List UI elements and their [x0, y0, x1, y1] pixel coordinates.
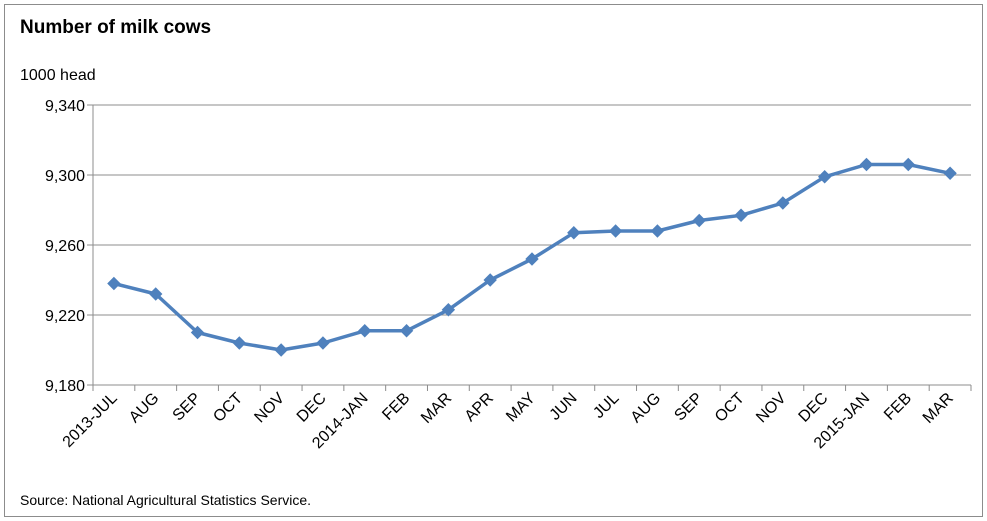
y-tick-label: 9,300 — [45, 168, 85, 185]
data-point-marker — [943, 166, 957, 180]
x-tick-label: AUG — [126, 390, 163, 427]
data-point-marker — [358, 324, 372, 338]
data-point-marker — [650, 224, 665, 238]
data-point-marker — [567, 226, 581, 240]
data-point-marker — [901, 157, 915, 172]
x-tick-label: APR — [462, 390, 497, 425]
data-point-marker — [399, 324, 414, 338]
x-tick-label: 2013-JUL — [60, 390, 121, 451]
x-tick-label: DEC — [796, 390, 832, 426]
source-note: Source: National Agricultural Statistics… — [20, 492, 311, 508]
data-point-marker — [107, 276, 121, 291]
data-point-marker — [525, 252, 539, 266]
x-tick-label: MAR — [418, 390, 455, 427]
x-tick-label: JUL — [590, 390, 622, 422]
data-point-marker — [776, 196, 790, 210]
y-tick-label: 9,220 — [45, 308, 85, 325]
data-point-marker — [608, 224, 623, 238]
y-axis-unit-label: 1000 head — [20, 67, 96, 84]
x-tick-label: MAR — [920, 390, 957, 427]
x-tick-label: OCT — [712, 390, 748, 426]
x-tick-label: NOV — [251, 390, 288, 427]
y-tick-label: 9,180 — [45, 378, 85, 395]
x-tick-label: AUG — [628, 390, 665, 427]
data-point-marker — [734, 208, 748, 222]
x-tick-label: MAY — [503, 390, 539, 426]
y-tick-label: 9,260 — [45, 238, 85, 255]
chart-title: Number of milk cows — [20, 17, 211, 38]
data-point-marker — [190, 325, 205, 340]
x-tick-label: SEP — [170, 390, 205, 425]
data-point-marker — [483, 273, 497, 287]
x-tick-label: FEB — [379, 390, 413, 424]
data-point-marker — [274, 343, 288, 357]
gridlines — [93, 104, 971, 316]
data-series — [107, 157, 957, 357]
y-tick-label: 9,340 — [45, 98, 85, 115]
x-tick-label: NOV — [753, 390, 790, 427]
data-point-marker — [859, 157, 874, 172]
x-tick-label: JUN — [547, 390, 581, 424]
data-point-marker — [232, 336, 247, 350]
axes — [87, 104, 972, 391]
data-point-marker — [817, 170, 832, 184]
x-tick-label: DEC — [294, 390, 330, 426]
data-point-marker — [316, 336, 330, 350]
data-point-marker — [692, 213, 706, 228]
x-tick-label: SEP — [671, 390, 706, 425]
chart-frame — [4, 4, 983, 517]
x-tick-label: OCT — [210, 390, 246, 426]
data-point-marker — [441, 303, 456, 317]
y-tick-labels: 9,180 9,220 9,260 9,300 9,340 — [45, 98, 85, 395]
data-point-marker — [149, 287, 163, 301]
x-tick-label: FEB — [881, 390, 915, 424]
